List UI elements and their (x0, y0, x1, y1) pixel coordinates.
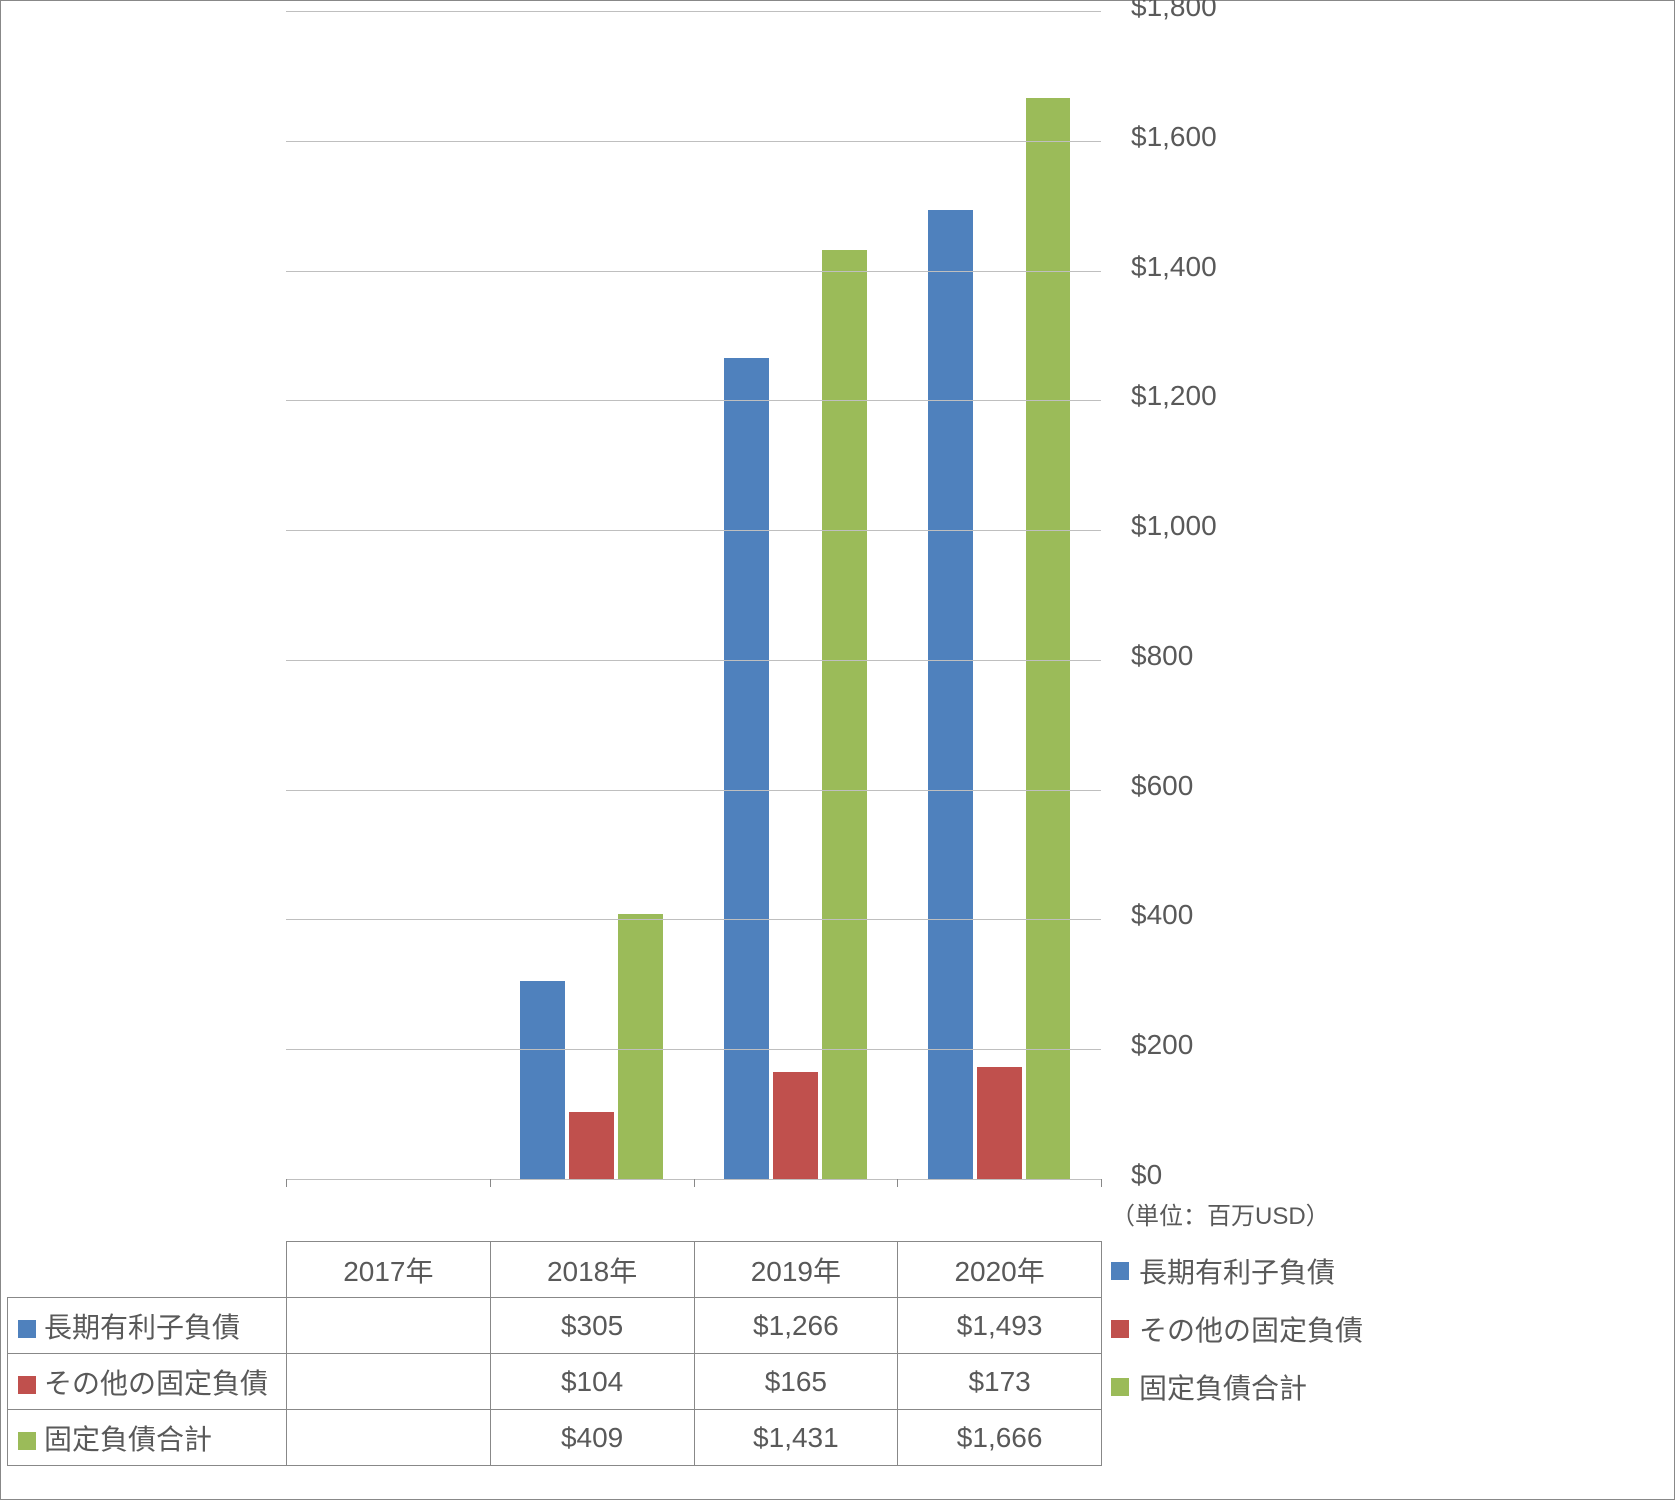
table-cell: $1,266 (694, 1298, 898, 1354)
x-tick (694, 1179, 695, 1187)
y-tick-label: $1,000 (1131, 510, 1217, 542)
gridline (286, 400, 1101, 401)
bar (1026, 98, 1071, 1179)
table-cell (287, 1410, 491, 1466)
bar (977, 1067, 1022, 1179)
table-cell: $1,493 (898, 1298, 1102, 1354)
gridline (286, 530, 1101, 531)
gridline (286, 11, 1101, 12)
table-cell: $165 (694, 1354, 898, 1410)
y-tick-label: $1,800 (1131, 0, 1217, 23)
table-cell: $104 (490, 1354, 694, 1410)
bar (520, 981, 565, 1179)
legend-swatch (1111, 1378, 1129, 1396)
plot-area (286, 11, 1101, 1179)
bar (618, 914, 663, 1179)
gridline (286, 660, 1101, 661)
x-tick (897, 1179, 898, 1187)
legend-label: 固定負債合計 (1139, 1367, 1307, 1407)
x-tick (286, 1179, 287, 1187)
table-cell (287, 1354, 491, 1410)
x-category-label: 2018年 (490, 1242, 694, 1298)
table-cell: $1,431 (694, 1410, 898, 1466)
legend-item: 長期有利子負債 (1111, 1251, 1363, 1291)
unit-label: （単位：百万USD） (1111, 1196, 1330, 1231)
y-tick-label: $1,400 (1131, 251, 1217, 283)
legend-item: その他の固定負債 (1111, 1309, 1363, 1349)
table-corner-blank (8, 1242, 287, 1298)
table-cell: $1,666 (898, 1410, 1102, 1466)
series-label: 固定負債合計 (8, 1410, 287, 1466)
x-category-label: 2020年 (898, 1242, 1102, 1298)
y-tick-label: $1,200 (1131, 380, 1217, 412)
y-tick-label: $600 (1131, 770, 1193, 802)
legend-swatch (18, 1432, 36, 1450)
y-tick-label: $1,600 (1131, 121, 1217, 153)
y-tick-label: $0 (1131, 1159, 1162, 1191)
legend-swatch (1111, 1320, 1129, 1338)
bar (724, 358, 769, 1179)
table-cell: $173 (898, 1354, 1102, 1410)
series-label: その他の固定負債 (8, 1354, 287, 1410)
series-name: 固定負債合計 (44, 1424, 212, 1455)
table-cell (287, 1298, 491, 1354)
y-tick-label: $200 (1131, 1029, 1193, 1061)
legend-label: 長期有利子負債 (1139, 1251, 1335, 1291)
legend-swatch (1111, 1262, 1129, 1280)
table-cell: $305 (490, 1298, 694, 1354)
series-name: 長期有利子負債 (44, 1312, 240, 1343)
table-cell: $409 (490, 1410, 694, 1466)
x-category-label: 2017年 (287, 1242, 491, 1298)
legend-swatch (18, 1376, 36, 1394)
gridline (286, 919, 1101, 920)
chart-frame: $0 $200 $400 $600 $800 $1,000 $1,200 $1,400 $1,6… (0, 0, 1675, 1500)
bar (822, 250, 867, 1179)
legend-item: 固定負債合計 (1111, 1367, 1363, 1407)
y-tick-label: $800 (1131, 640, 1193, 672)
series-name: その他の固定負債 (44, 1368, 268, 1399)
series-label: 長期有利子負債 (8, 1298, 287, 1354)
gridline (286, 271, 1101, 272)
legend: 長期有利子負債その他の固定負債固定負債合計 (1111, 1251, 1363, 1425)
legend-swatch (18, 1320, 36, 1338)
x-tick (1101, 1179, 1102, 1187)
y-tick-label: $400 (1131, 899, 1193, 931)
x-category-label: 2019年 (694, 1242, 898, 1298)
x-tick (490, 1179, 491, 1187)
legend-label: その他の固定負債 (1139, 1309, 1363, 1349)
gridline (286, 1049, 1101, 1050)
bar (773, 1072, 818, 1179)
bar (569, 1112, 614, 1179)
bar (928, 210, 973, 1179)
gridline (286, 141, 1101, 142)
data-table: 2017年2018年2019年2020年長期有利子負債$305$1,266$1,… (7, 1241, 1102, 1466)
gridline (286, 790, 1101, 791)
